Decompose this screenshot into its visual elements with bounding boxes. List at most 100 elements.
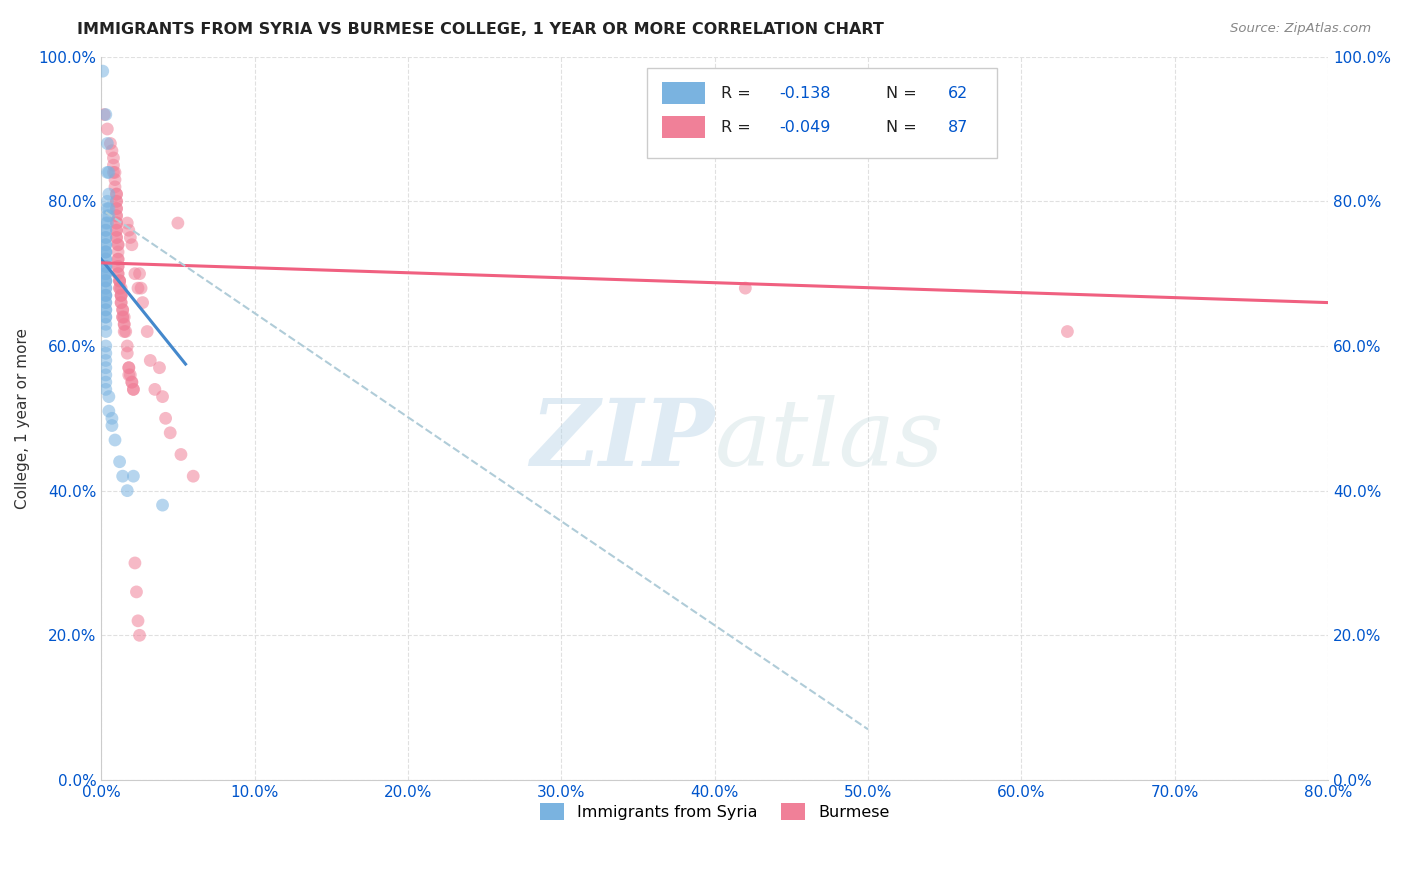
Point [108,274,131,288]
Point [131,295,153,310]
Point [105,209,128,223]
Point [97,165,120,179]
Point [94,302,117,317]
Point [128,628,150,642]
Point [105,230,128,244]
Point [112,318,135,332]
Point [122,469,145,483]
Point [94,244,117,259]
Point [94,223,117,237]
Point [110,288,132,302]
Point [107,237,129,252]
Point [101,411,124,425]
Point [129,281,152,295]
Point [107,260,129,274]
Point [110,288,132,302]
Y-axis label: College, 1 year or more: College, 1 year or more [15,328,30,508]
Point [139,353,162,368]
Text: R =: R = [721,120,755,135]
Point [170,448,193,462]
Point [104,172,127,186]
Point [103,158,125,172]
Point [94,288,117,302]
Point [94,288,117,302]
Point [118,368,141,382]
Point [121,237,143,252]
Point [94,230,117,244]
Text: N =: N = [886,86,922,101]
Point [94,260,117,274]
Point [118,223,141,237]
Point [1056,325,1078,339]
Text: 62: 62 [948,86,969,101]
Point [94,310,117,324]
Point [94,288,117,302]
Point [94,244,117,259]
Text: IMMIGRANTS FROM SYRIA VS BURMESE COLLEGE, 1 YEAR OR MORE CORRELATION CHART: IMMIGRANTS FROM SYRIA VS BURMESE COLLEGE… [77,22,884,37]
Point [167,216,190,230]
Point [96,202,118,216]
Point [94,360,117,375]
Point [155,411,177,425]
Point [107,237,129,252]
Point [118,360,141,375]
Point [112,318,135,332]
Point [96,136,118,151]
Point [127,281,149,295]
Point [111,469,134,483]
Point [94,368,117,382]
Point [105,194,128,209]
Point [105,194,128,209]
Point [104,433,127,447]
Point [107,267,129,281]
Point [94,383,117,397]
Point [97,209,120,223]
Point [108,455,131,469]
Point [94,260,117,274]
Text: -0.049: -0.049 [780,120,831,135]
Point [105,216,128,230]
Point [94,346,117,360]
Point [94,267,117,281]
Point [136,325,159,339]
Text: ZIP: ZIP [530,395,714,485]
Point [91,64,114,78]
Point [105,187,128,202]
Point [120,368,142,382]
Point [114,325,136,339]
Bar [662,116,704,137]
Point [94,375,117,389]
Point [122,383,145,397]
Point [94,237,117,252]
Point [152,498,174,512]
Point [94,107,117,121]
Point [105,230,128,244]
Point [112,310,135,324]
Point [101,418,124,433]
Point [96,209,118,223]
Point [94,216,117,230]
Point [117,339,139,353]
Point [94,310,117,324]
Text: -0.138: -0.138 [780,86,831,101]
Point [94,318,117,332]
Point [124,267,146,281]
Point [105,223,128,237]
Point [94,281,117,295]
Point [159,425,181,440]
Point [122,383,145,397]
Point [148,360,170,375]
Point [101,144,124,158]
Point [103,165,125,179]
Point [120,230,142,244]
Point [104,165,127,179]
Point [93,107,115,121]
Point [103,151,125,165]
Point [107,260,129,274]
Point [107,244,129,259]
Point [94,295,117,310]
Point [108,281,131,295]
Point [94,274,117,288]
Point [127,614,149,628]
Point [121,375,143,389]
